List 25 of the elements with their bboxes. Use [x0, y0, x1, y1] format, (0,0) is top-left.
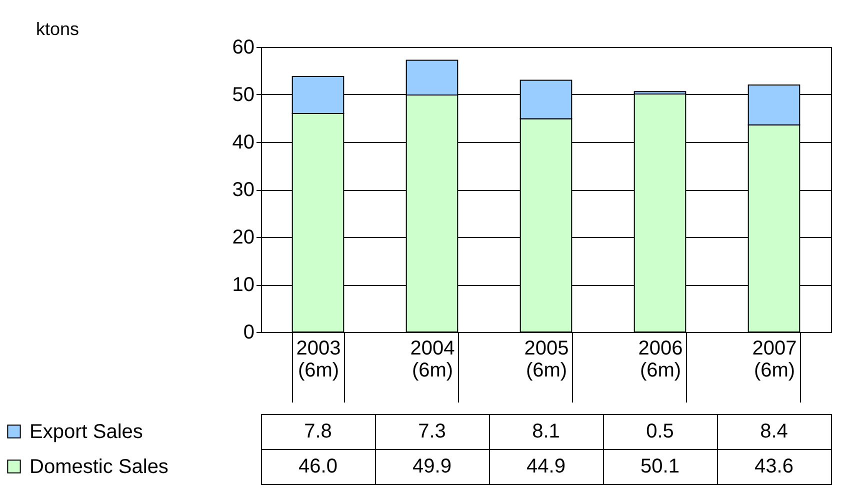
- data-label: 50.1: [640, 456, 680, 478]
- data-label: 7.8: [304, 420, 332, 442]
- y-tick-label: 30: [232, 179, 254, 201]
- x-tick-label: 2007 (6m): [752, 338, 797, 382]
- data-label: 43.6: [754, 456, 794, 478]
- data-label: 44.9: [526, 456, 566, 478]
- text: ktons: [36, 19, 80, 39]
- legend-label: Domestic Sales: [30, 456, 168, 478]
- y-tick-label: 40: [232, 132, 254, 154]
- data-label: 0.5: [646, 420, 674, 442]
- data-label: 46.0: [298, 456, 338, 478]
- y-tick-label: 10: [232, 274, 254, 296]
- data-label: 49.9: [412, 456, 452, 478]
- x-tick-label: 2006 (6m): [638, 338, 683, 382]
- y-tick-label: 20: [232, 226, 254, 248]
- data-label: 8.1: [532, 420, 560, 442]
- data-label: 8.4: [760, 420, 788, 442]
- y-tick-label: 60: [232, 36, 254, 58]
- x-tick-label: 2005 (6m): [524, 338, 569, 382]
- y-tick-label: 0: [243, 322, 254, 344]
- x-tick-label: 2004 (6m): [410, 338, 455, 382]
- legend-label: Export Sales: [30, 421, 143, 443]
- x-tick-label: 2003 (6m): [296, 338, 341, 382]
- y-tick-label: 50: [232, 84, 254, 106]
- data-label: 7.3: [418, 420, 446, 442]
